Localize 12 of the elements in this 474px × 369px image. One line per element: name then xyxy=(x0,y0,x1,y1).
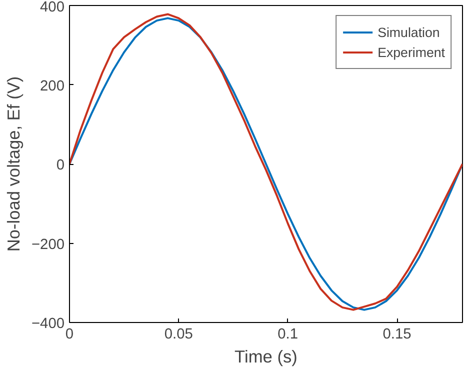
y-tick-label: 0 xyxy=(56,158,65,174)
legend-label: Experiment xyxy=(378,44,445,60)
y-tick-label: 200 xyxy=(40,78,65,94)
y-axis-title: No-load voltage, Ef (V) xyxy=(3,76,24,252)
x-tick-label: 0.1 xyxy=(278,326,298,342)
x-axis-title: Time (s) xyxy=(234,346,298,366)
y-tick-label: −200 xyxy=(31,236,65,253)
legend-label: Simulation xyxy=(378,24,440,40)
x-tick-label: 0.15 xyxy=(382,326,412,342)
y-tick-label: 400 xyxy=(40,0,65,16)
y-tick-label: −400 xyxy=(31,316,65,332)
x-tick-label: 0.05 xyxy=(164,326,193,342)
